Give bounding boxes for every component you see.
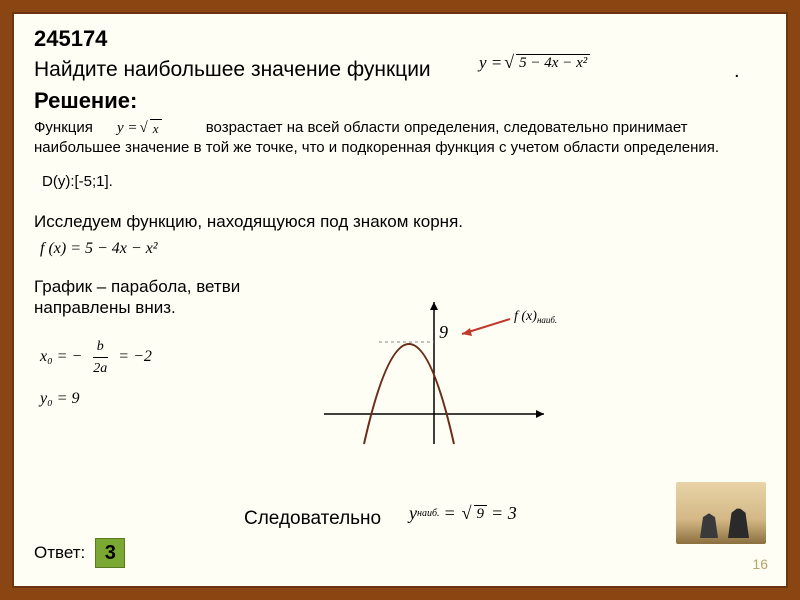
- mini-lhs: y =: [117, 118, 138, 138]
- explanation-text: Функция y = √ x возрастает на всей облас…: [34, 118, 766, 159]
- answer-box: 3: [95, 538, 125, 568]
- x-arrow: [536, 410, 544, 418]
- frac-den: 2a: [89, 358, 111, 379]
- page-number: 16: [752, 556, 768, 572]
- answer-row: Ответ: 3: [34, 538, 125, 568]
- sqrt-symbol-small: √: [140, 118, 148, 138]
- problem-id: 245174: [34, 26, 766, 52]
- fx-formula: f (x) = 5 − 4x − x²: [40, 240, 766, 258]
- explain-prefix: Функция: [34, 119, 93, 136]
- sqrt-final: √: [462, 503, 472, 524]
- mini-radicand: x: [150, 119, 162, 138]
- graph-description: График – парабола, ветви направлены вниз…: [34, 276, 284, 319]
- therefore-text: Следовательно: [244, 508, 381, 530]
- vertex-label: 9: [439, 322, 448, 342]
- fraction: b 2a: [89, 336, 111, 379]
- domain-line: D(y):[-5;1].: [42, 173, 766, 190]
- mini-formula: y = √ x: [117, 118, 162, 138]
- investigate-text: Исследуем функцию, находящуюся под знако…: [34, 212, 766, 232]
- formula-lhs: y =: [479, 53, 502, 73]
- final-rhs: = 3: [491, 503, 517, 524]
- final-radicand: 9: [474, 505, 488, 523]
- main-formula: y = √ 5 − 4x − x²: [479, 52, 590, 73]
- task-text: Найдите наибольшее значение функции: [34, 58, 431, 81]
- graph-area: 9 f (x)наиб.: [314, 294, 584, 454]
- y-arrow: [430, 302, 438, 310]
- arrow-head: [462, 328, 472, 336]
- task-line: Найдите наибольшее значение функции y = …: [34, 58, 766, 82]
- sqrt-symbol: √: [504, 52, 514, 73]
- decorative-photo: [676, 482, 766, 544]
- period: .: [734, 60, 740, 83]
- final-formula: yнаиб.= √ 9 = 3: [409, 503, 517, 524]
- solution-header: Решение:: [34, 88, 766, 114]
- x0-rhs: = −2: [118, 348, 152, 365]
- graph-annotation: f (x)наиб.: [514, 309, 557, 325]
- x0-lhs: x₀ = −: [40, 348, 82, 365]
- frac-num: b: [93, 336, 108, 358]
- radicand: 5 − 4x − x²: [516, 54, 590, 72]
- parabola-graph: 9 f (x)наиб.: [314, 294, 584, 454]
- parabola-curve: [364, 344, 454, 444]
- answer-label: Ответ:: [34, 543, 85, 563]
